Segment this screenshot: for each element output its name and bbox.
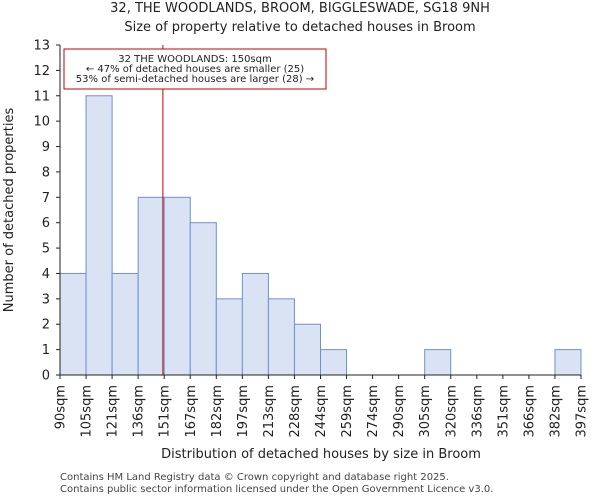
histogram-bar xyxy=(189,222,217,376)
footer-line-2: Contains public sector information licen… xyxy=(60,484,494,495)
footer-line-1: Contains HM Land Registry data © Crown c… xyxy=(60,472,449,483)
chart-title: 32, THE WOODLANDS, BROOM, BIGGLESWADE, S… xyxy=(110,1,490,16)
x-tick-label: 167sqm xyxy=(184,385,199,438)
y-tick-label: 9 xyxy=(42,140,50,155)
annotation-layer: 32 THE WOODLANDS: 150sqm← 47% of detache… xyxy=(63,48,327,90)
x-tick-label: 213sqm xyxy=(262,385,277,438)
y-tick-label: 13 xyxy=(33,39,50,54)
x-tick-label: 397sqm xyxy=(575,385,590,438)
x-tick-label: 136sqm xyxy=(132,385,147,438)
histogram-bar xyxy=(85,95,113,376)
y-tick-label: 4 xyxy=(42,267,50,282)
x-tick-label: 320sqm xyxy=(444,385,459,438)
y-tick-label: 6 xyxy=(42,216,50,231)
histogram-bar xyxy=(215,298,243,376)
y-tick-label: 0 xyxy=(42,369,50,384)
y-tick-label: 7 xyxy=(42,191,50,206)
x-axis-label: Distribution of detached houses by size … xyxy=(161,447,481,462)
histogram-bar xyxy=(137,196,165,376)
histogram-bar xyxy=(59,272,87,376)
histogram-bar xyxy=(267,298,295,376)
x-tick-label: 182sqm xyxy=(210,385,225,438)
y-tick-label: 11 xyxy=(33,89,50,104)
x-tick-label: 244sqm xyxy=(314,385,329,438)
y-tick-label: 5 xyxy=(42,242,50,257)
x-tick-label: 305sqm xyxy=(418,385,433,438)
annotation-line: 32 THE WOODLANDS: 150sqm xyxy=(118,54,271,65)
y-tick-label: 2 xyxy=(42,318,50,333)
x-tick-label: 151sqm xyxy=(158,385,173,438)
histogram-bar xyxy=(241,272,269,376)
annotation-line: 53% of semi-detached houses are larger (… xyxy=(76,74,314,85)
histogram-bar xyxy=(293,323,322,376)
x-tick-label: 105sqm xyxy=(80,385,95,438)
x-tick-label: 90sqm xyxy=(54,385,69,429)
x-tick-label: 228sqm xyxy=(288,385,303,438)
y-tick-label: 10 xyxy=(33,115,50,130)
y-axis-label: Number of detached properties xyxy=(2,108,17,313)
x-tick-label: 351sqm xyxy=(496,385,511,438)
y-tick-label: 3 xyxy=(42,292,50,307)
histogram-bar xyxy=(554,349,582,376)
x-tick-label: 121sqm xyxy=(106,385,121,438)
y-tick-label: 8 xyxy=(42,165,50,180)
histogram-bar xyxy=(163,196,191,376)
histogram-bar xyxy=(424,349,452,376)
bars-layer xyxy=(59,95,582,376)
x-tick-label: 336sqm xyxy=(470,385,485,438)
y-tick-label: 12 xyxy=(33,64,50,79)
x-tick-label: 290sqm xyxy=(392,385,407,438)
chart-subtitle: Size of property relative to detached ho… xyxy=(124,20,475,35)
x-tick-label: 366sqm xyxy=(522,385,537,438)
x-tick-label: 274sqm xyxy=(366,385,381,438)
x-tick-label: 259sqm xyxy=(340,385,355,438)
histogram-bar xyxy=(111,272,139,376)
y-tick-label: 1 xyxy=(42,343,50,358)
histogram-bar xyxy=(320,349,348,376)
x-tick-label: 382sqm xyxy=(548,385,563,438)
annotation-box xyxy=(63,48,327,90)
x-tick-label: 197sqm xyxy=(236,385,251,438)
annotation-line: ← 47% of detached houses are smaller (25… xyxy=(86,64,304,75)
